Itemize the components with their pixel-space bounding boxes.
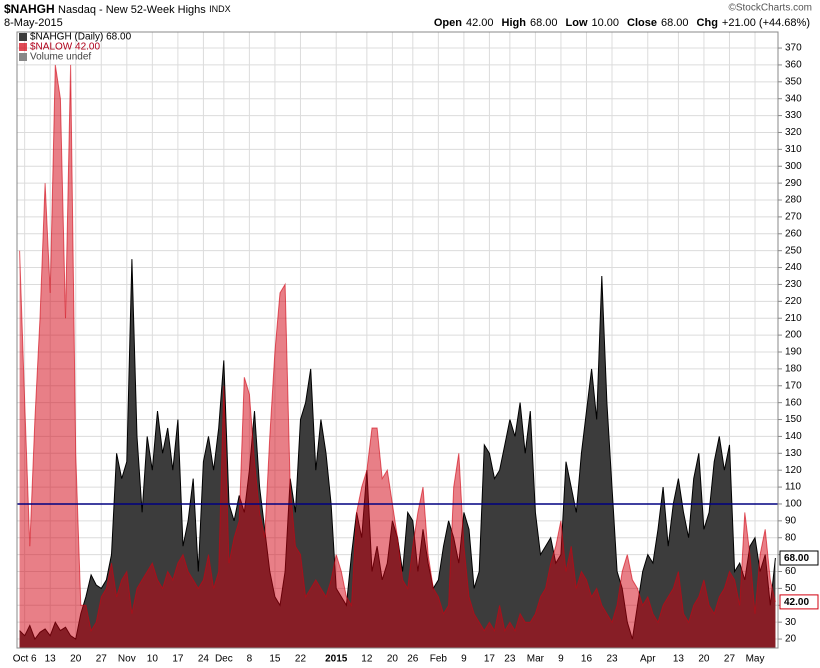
y-tick-label: 220: [785, 296, 802, 307]
chart-header: $NAHGH Nasdaq - New 52-Week Highs INDX: [4, 2, 231, 16]
y-tick-label: 50: [785, 583, 797, 594]
legend-label: $NAHGH (Daily) 68.00: [30, 32, 132, 43]
last-value-tag: [779, 550, 819, 566]
x-tick-label: 17: [484, 654, 496, 665]
y-tick-label: 230: [785, 279, 802, 290]
quote-value: 68.00: [530, 17, 558, 29]
area: [19, 259, 776, 648]
chart-title: $NAHGH: [4, 2, 55, 16]
x-tick-label: 13: [673, 654, 685, 665]
legend-swatch: [19, 53, 27, 61]
line: [19, 64, 776, 632]
y-tick-label: 120: [785, 465, 802, 476]
y-tick-label: 100: [785, 499, 802, 510]
y-tick-label: 200: [785, 330, 802, 341]
y-tick-label: 360: [785, 60, 802, 71]
x-tick-label: 13: [45, 654, 57, 665]
y-tick-label: 240: [785, 262, 802, 273]
x-tick-label: 8: [247, 654, 253, 665]
quote-value: +21.00 (+44.68%): [722, 17, 810, 29]
x-tick-label: 26: [407, 654, 419, 665]
x-tick-label: May: [746, 654, 765, 665]
last-value-label: 42.00: [784, 597, 809, 608]
quote-value: 10.00: [592, 17, 620, 29]
y-tick-label: 160: [785, 397, 802, 408]
x-tick-label: Feb: [430, 654, 448, 665]
x-tick-label: 20: [387, 654, 399, 665]
y-tick-label: 210: [785, 313, 802, 324]
x-tick-label: Mar: [527, 654, 545, 665]
x-tick-label: Apr: [640, 654, 656, 665]
quote: Open 42.00 High 68.00 Low 10.00 Close 68.00 Chg +…: [434, 17, 810, 29]
quote-label: Close: [627, 17, 657, 29]
legend-swatch: [19, 33, 27, 41]
y-tick-label: 310: [785, 144, 802, 155]
x-tick-label: 12: [361, 654, 373, 665]
exchange: INDX: [209, 4, 231, 14]
y-tick-label: 260: [785, 228, 802, 239]
watermark: ©StockCharts.com: [728, 3, 812, 14]
y-tick-label: 340: [785, 93, 802, 104]
x-tick-label: Nov: [118, 654, 136, 665]
x-tick-label: 10: [147, 654, 159, 665]
y-tick-label: 320: [785, 127, 802, 138]
y-tick-label: 280: [785, 195, 802, 206]
chart-subtitle: Nasdaq - New 52-Week Highs: [58, 4, 206, 16]
y-tick-label: 90: [785, 515, 797, 526]
y-tick-label: 300: [785, 161, 802, 172]
y-tick-label: 30: [785, 617, 797, 628]
y-tick-label: 80: [785, 532, 797, 543]
x-tick-label: 23: [606, 654, 618, 665]
legend-swatch: [19, 43, 27, 51]
quote-value: 42.00: [466, 17, 494, 29]
y-tick-label: 60: [785, 566, 797, 577]
y-tick-label: 150: [785, 414, 802, 425]
y-tick-label: 370: [785, 43, 802, 54]
x-tick-label: 17: [172, 654, 184, 665]
y-tick-label: 20: [785, 634, 797, 645]
plot-border: [16, 31, 779, 649]
y-tick-label: 270: [785, 212, 802, 223]
y-tick-label: 140: [785, 431, 802, 442]
y-tick-label: 130: [785, 448, 802, 459]
quote-label: High: [502, 17, 527, 29]
y-tick-label: 330: [785, 110, 802, 121]
x-tick-label: 20: [698, 654, 710, 665]
x-tick-label: 9: [558, 654, 564, 665]
y-tick-label: 190: [785, 347, 802, 358]
y-tick-label: 250: [785, 245, 802, 256]
x-tick-label: 9: [461, 654, 467, 665]
y-tick-label: 110: [785, 482, 801, 493]
x-tick-label: 15: [269, 654, 281, 665]
x-tick-label: 27: [724, 654, 736, 665]
date: 8-May-2015: [4, 17, 63, 29]
x-tick-label: Oct 6: [13, 654, 37, 665]
y-tick-label: 350: [785, 76, 802, 87]
last-value-tag: [779, 594, 819, 610]
x-tick-label: Dec: [215, 654, 233, 665]
y-tick-label: 170: [785, 380, 802, 391]
x-tick-label: 20: [70, 654, 82, 665]
quote-label: Chg: [697, 17, 718, 29]
legend-label: $NALOW 42.00: [30, 42, 100, 53]
last-value-label: 68.00: [784, 553, 809, 564]
x-tick-label: 24: [198, 654, 210, 665]
x-tick-label: 23: [504, 654, 516, 665]
x-tick-label: 2015: [325, 654, 348, 665]
legend-label: Volume undef: [30, 52, 91, 63]
y-tick-label: 290: [785, 178, 802, 189]
x-tick-label: 16: [581, 654, 593, 665]
x-tick-label: 22: [295, 654, 307, 665]
quote-label: Low: [566, 17, 588, 29]
x-tick-label: 27: [96, 654, 108, 665]
quote-value: 68.00: [661, 17, 689, 29]
y-tick-label: 180: [785, 364, 802, 375]
quote-label: Open: [434, 17, 462, 29]
